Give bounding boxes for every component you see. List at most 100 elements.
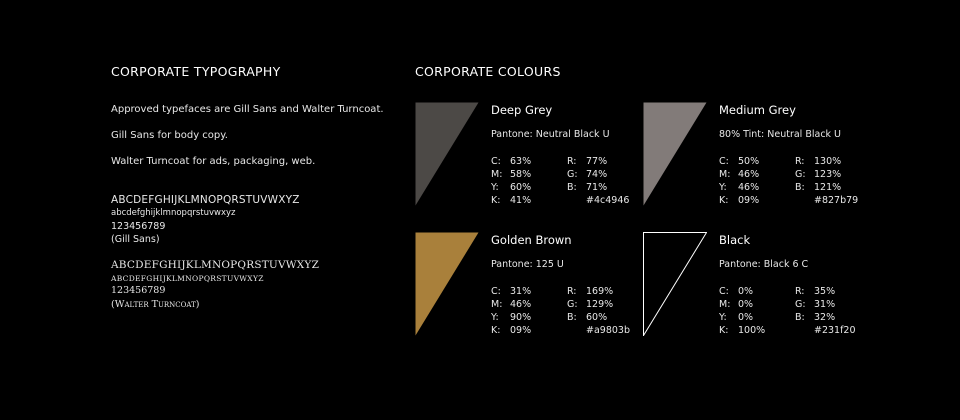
- swatch-deep-grey: [415, 102, 479, 206]
- cmyk-value: 100%: [738, 325, 766, 337]
- colour-value-row: Y: 46% B: 121%: [719, 181, 858, 194]
- gill-uppercase: ABCDEFGHIJKLMNOPQRSTUVWXYZ: [111, 194, 300, 206]
- cmyk-value: 0%: [738, 312, 754, 324]
- typography-intro: Approved typefaces are Gill Sans and Wal…: [111, 104, 384, 115]
- colour-value-row: Y: 0% B: 32%: [719, 311, 856, 324]
- cmyk-value: 41%: [510, 195, 532, 207]
- cmyk-label: C:: [491, 286, 501, 297]
- colour-value-row: C: 50% R: 130%: [719, 155, 858, 168]
- colour-pantone: Pantone: Black 6 C: [719, 259, 809, 270]
- colour-values: C: 0% R: 35% M: 0% G: 31% Y: 0% B: 32% K: 100% #231f20: [719, 285, 856, 337]
- cmyk-value: 09%: [510, 325, 532, 337]
- gill-digits: 123456789: [111, 221, 166, 232]
- rgb-label: [795, 324, 814, 337]
- cmyk-value: 0%: [738, 286, 754, 297]
- rgb-label: G:: [567, 299, 578, 311]
- colour-pantone: Pantone: 125 U: [491, 259, 564, 270]
- cmyk-label: Y:: [491, 182, 499, 194]
- swatch-medium-grey: [643, 102, 707, 206]
- swatch-black: [643, 232, 707, 336]
- cmyk-value: 31%: [510, 286, 532, 297]
- gill-label: (Gill Sans): [111, 234, 160, 245]
- colour-value-row: M: 46% G: 129%: [491, 298, 630, 311]
- colour-name: Black: [719, 233, 751, 247]
- rgb-label: G:: [795, 299, 806, 311]
- cmyk-value: 58%: [510, 169, 532, 181]
- cmyk-label: Y:: [719, 182, 727, 194]
- colour-value-row: M: 46% G: 123%: [719, 168, 858, 181]
- colour-name: Deep Grey: [491, 103, 553, 117]
- walter-digits: 123456789: [111, 285, 166, 296]
- rgb-value: 71%: [586, 182, 608, 194]
- rgb-value: 35%: [814, 286, 836, 297]
- colour-values: C: 31% R: 169% M: 46% G: 129% Y: 90% B: 60% K: 09% #a9…: [491, 285, 630, 337]
- colour-value-row: Y: 90% B: 60%: [491, 311, 630, 324]
- cmyk-value: 60%: [510, 182, 532, 194]
- rgb-label: B:: [795, 312, 805, 324]
- colour-pantone: 80% Tint: Neutral Black U: [719, 129, 842, 140]
- cmyk-label: K:: [719, 325, 729, 337]
- cmyk-value: 90%: [510, 312, 532, 324]
- rgb-value: 129%: [586, 299, 614, 311]
- rgb-value: 32%: [814, 312, 836, 324]
- cmyk-value: 63%: [510, 156, 532, 167]
- rgb-value: 77%: [586, 156, 608, 167]
- cmyk-label: Y:: [719, 312, 727, 324]
- colours-heading: CORPORATE COLOURS: [415, 64, 561, 79]
- rgb-value: 121%: [814, 182, 842, 194]
- cmyk-value: 0%: [738, 299, 754, 311]
- hex-value: #827b79: [814, 195, 859, 207]
- rgb-label: B:: [567, 312, 577, 324]
- cmyk-label: K:: [491, 325, 501, 337]
- typography-ads-note: Walter Turncoat for ads, packaging, web.: [111, 156, 316, 167]
- rgb-label: R:: [795, 286, 805, 297]
- hex-value: #231f20: [814, 325, 856, 337]
- rgb-value: 169%: [586, 286, 614, 297]
- gill-lowercase: abcdefghijklmnopqrstuvwxyz: [111, 208, 236, 218]
- rgb-value: 60%: [586, 312, 608, 324]
- cmyk-label: C:: [719, 156, 729, 167]
- rgb-label: B:: [567, 182, 577, 194]
- rgb-value: 130%: [814, 156, 842, 167]
- colour-value-row: C: 0% R: 35%: [719, 285, 856, 298]
- colour-name: Golden Brown: [491, 233, 572, 247]
- cmyk-label: Y:: [491, 312, 499, 324]
- colour-value-row: K: 100% #231f20: [719, 324, 856, 337]
- cmyk-value: 46%: [738, 169, 760, 181]
- cmyk-label: M:: [719, 169, 731, 181]
- typography-body-note: Gill Sans for body copy.: [111, 130, 228, 141]
- colour-values: C: 63% R: 77% M: 58% G: 74% Y: 60% B: 71% K: 41% #4c49…: [491, 155, 629, 207]
- colour-value-row: K: 09% #827b79: [719, 194, 858, 207]
- colour-name: Medium Grey: [719, 103, 796, 117]
- colour-value-row: M: 0% G: 31%: [719, 298, 856, 311]
- cmyk-label: M:: [491, 169, 503, 181]
- cmyk-label: M:: [719, 299, 731, 311]
- cmyk-label: K:: [719, 195, 729, 207]
- cmyk-value: 46%: [738, 182, 760, 194]
- rgb-label: [567, 194, 586, 207]
- rgb-label: [795, 194, 814, 207]
- hex-value: #a9803b: [586, 325, 630, 337]
- rgb-label: G:: [567, 169, 578, 181]
- rgb-value: 31%: [814, 299, 836, 311]
- rgb-value: 123%: [814, 169, 842, 181]
- colour-value-row: K: 41% #4c4946: [491, 194, 629, 207]
- colour-value-row: K: 09% #a9803b: [491, 324, 630, 337]
- cmyk-label: K:: [491, 195, 501, 207]
- cmyk-value: 46%: [510, 299, 532, 311]
- colour-pantone: Pantone: Neutral Black U: [491, 129, 610, 140]
- colour-value-row: Y: 60% B: 71%: [491, 181, 629, 194]
- colour-values: C: 50% R: 130% M: 46% G: 123% Y: 46% B: 121% K: 09% #8…: [719, 155, 858, 207]
- rgb-label: G:: [795, 169, 806, 181]
- rgb-label: R:: [567, 286, 577, 297]
- colour-value-row: M: 58% G: 74%: [491, 168, 629, 181]
- walter-lowercase: abcdefghijklmnopqrstuvwxyz: [111, 274, 264, 283]
- rgb-label: B:: [795, 182, 805, 194]
- colour-value-row: C: 63% R: 77%: [491, 155, 629, 168]
- colour-value-row: C: 31% R: 169%: [491, 285, 630, 298]
- cmyk-value: 09%: [738, 195, 760, 207]
- hex-value: #4c4946: [586, 195, 630, 207]
- rgb-value: 74%: [586, 169, 608, 181]
- cmyk-label: M:: [491, 299, 503, 311]
- swatch-golden-brown: [415, 232, 479, 336]
